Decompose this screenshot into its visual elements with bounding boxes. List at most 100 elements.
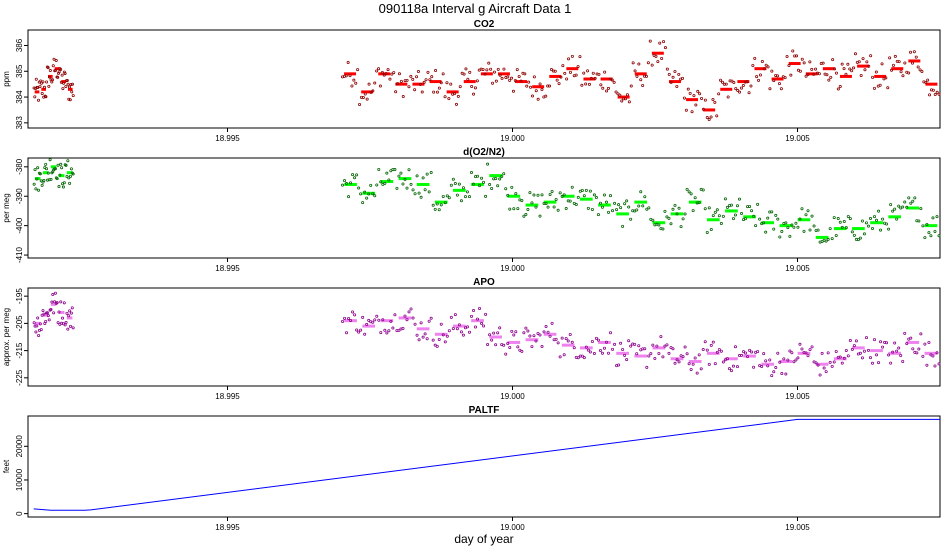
data-point (872, 86, 876, 90)
x-tick-label: 18.995 (215, 392, 240, 401)
data-point (367, 82, 371, 86)
data-point (494, 79, 498, 83)
data-point (860, 219, 864, 223)
data-point (600, 351, 604, 355)
data-point (429, 171, 433, 175)
data-point (657, 223, 661, 227)
data-point (56, 75, 60, 79)
data-point (779, 87, 783, 91)
data-point (455, 193, 459, 197)
data-point (606, 86, 610, 90)
data-point (918, 68, 922, 72)
panel-title: d(O2/N2) (463, 147, 505, 158)
data-point (713, 100, 717, 104)
data-point (711, 214, 715, 218)
data-point (363, 190, 367, 194)
data-point (413, 322, 417, 326)
data-point (562, 353, 566, 357)
data-point (57, 185, 61, 189)
plot-frame (27, 287, 941, 387)
data-point (453, 313, 457, 317)
data-point (534, 339, 538, 343)
data-point (441, 72, 445, 76)
data-point (633, 69, 637, 73)
data-point (629, 84, 633, 88)
data-point (53, 300, 57, 304)
data-point (774, 366, 778, 370)
data-point (565, 77, 569, 81)
data-point (888, 56, 892, 60)
data-point (346, 61, 350, 65)
data-point (850, 347, 854, 351)
data-point (467, 195, 471, 199)
data-point (831, 58, 835, 62)
data-point (510, 76, 514, 80)
data-point (401, 95, 405, 99)
data-point (405, 78, 409, 82)
data-point (563, 71, 567, 75)
data-point (735, 365, 739, 369)
data-point (864, 221, 868, 225)
data-point (633, 342, 637, 346)
data-point (822, 366, 826, 370)
data-point (911, 347, 915, 351)
data-point (921, 354, 925, 358)
data-point (367, 192, 371, 196)
data-point (557, 82, 561, 86)
data-point (794, 358, 798, 362)
panel-1: CO2 383 384 385 386 18.995 19.000 19.005 ppm (2, 19, 941, 143)
data-point (64, 163, 68, 167)
data-point (343, 316, 347, 320)
data-point (70, 90, 74, 94)
data-point (784, 372, 788, 376)
data-point (667, 351, 671, 355)
data-point (610, 78, 614, 82)
data-point (909, 336, 913, 340)
data-point (848, 67, 852, 71)
data-point (881, 345, 885, 349)
data-point (483, 72, 487, 76)
data-point (700, 96, 704, 100)
data-point (924, 80, 928, 84)
data-point (435, 90, 439, 94)
data-point (777, 82, 781, 86)
data-point (593, 76, 597, 80)
data-point (792, 225, 796, 229)
data-point (530, 94, 534, 98)
data-point (914, 55, 918, 59)
data-point (482, 180, 486, 184)
data-point (520, 349, 524, 353)
data-point (752, 214, 756, 218)
data-point (37, 333, 41, 337)
data-point (63, 323, 67, 327)
data-point (873, 338, 877, 342)
y-tick-label: -215 (15, 342, 24, 359)
data-point (935, 351, 939, 355)
data-point (688, 91, 692, 95)
data-point (431, 203, 435, 207)
data-point (432, 90, 436, 94)
data-point (580, 188, 584, 192)
data-point (42, 312, 46, 316)
data-point (524, 326, 528, 330)
data-point (582, 71, 586, 75)
data-point (870, 361, 874, 365)
data-point (570, 340, 574, 344)
data-point (721, 360, 725, 364)
data-point (859, 73, 863, 77)
data-point (449, 315, 453, 319)
data-point (913, 196, 917, 200)
data-point (736, 88, 740, 92)
data-point (352, 78, 356, 82)
data-point (650, 63, 654, 67)
data-point (868, 217, 872, 221)
data-point (612, 80, 616, 84)
data-point (536, 331, 540, 335)
data-point (927, 340, 931, 344)
data-point (903, 200, 907, 204)
data-point (749, 84, 753, 88)
data-point (637, 344, 641, 348)
data-point (560, 194, 564, 198)
data-point (658, 41, 662, 45)
data-point (598, 201, 602, 205)
